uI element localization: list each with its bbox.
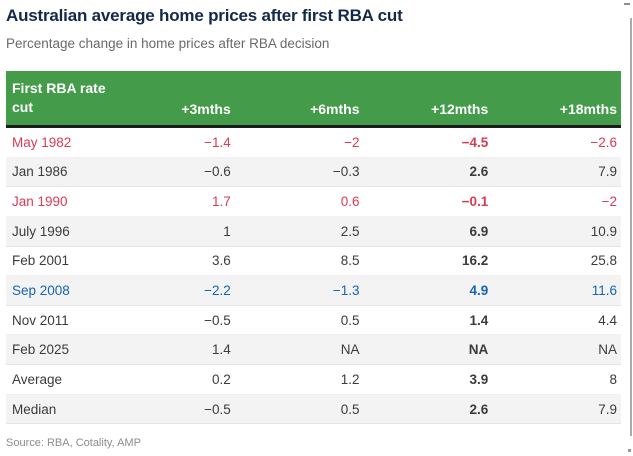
header-first-col: First RBA rate cut — [6, 71, 106, 125]
row-label: Nov 2011 — [12, 312, 69, 328]
table-row: May 1982 −1.4 −2 −4.5 −2.6 — [6, 128, 621, 158]
row-value-12mths: NA — [468, 342, 489, 358]
row-value-6mths: −0.3 — [332, 164, 360, 180]
row-value-18mths: 25.8 — [590, 253, 617, 269]
row-label: Average — [12, 371, 63, 387]
row-value-6mths: 0.6 — [340, 194, 360, 210]
row-value-12mths: 16.2 — [461, 253, 489, 269]
header-first-col-line2: cut — [12, 99, 33, 115]
row-value-12mths: −0.1 — [461, 194, 489, 210]
row-value-6mths: −2 — [344, 134, 360, 150]
row-value-12mths: 1.4 — [469, 312, 489, 328]
row-value-3mths: 1.7 — [211, 194, 231, 210]
table-row: Jan 1990 1.7 0.6 −0.1 −2 — [6, 187, 621, 217]
header-col-6mths: +6mths — [310, 101, 360, 117]
table-row: Average 0.2 1.2 3.9 8 — [6, 365, 621, 395]
row-value-18mths: NA — [598, 342, 617, 358]
table-row: Jan 1986 −0.6 −0.3 2.6 7.9 — [6, 157, 621, 188]
header-first-col-line1: First RBA rate — [12, 80, 106, 96]
page-title: Australian average home prices after fir… — [6, 6, 403, 25]
table-body: May 1982 −1.4 −2 −4.5 −2.6 Jan 1986 −0.6… — [6, 128, 621, 425]
scrollbar-top-dash — [624, 3, 630, 5]
row-value-3mths: 1.4 — [211, 342, 231, 358]
row-value-3mths: 3.6 — [211, 253, 231, 269]
table-row: Nov 2011 −0.5 0.5 1.4 4.4 — [6, 306, 621, 336]
row-label: July 1996 — [12, 223, 70, 239]
row-value-6mths: −1.3 — [332, 283, 360, 299]
table-row: Feb 2025 1.4 NA NA NA — [6, 335, 621, 366]
row-value-6mths: 1.2 — [340, 371, 360, 387]
header-col-12mths: +12mths — [431, 101, 489, 117]
vertical-scrollbar[interactable] — [630, 18, 632, 436]
row-value-3mths: 1 — [223, 223, 231, 239]
row-value-18mths: 11.6 — [591, 283, 617, 299]
row-value-18mths: 7.9 — [598, 164, 617, 180]
table-row: Median −0.5 0.5 2.6 7.9 — [6, 394, 621, 425]
header-col-18mths: +18mths — [559, 101, 617, 117]
row-label: Jan 1990 — [12, 194, 68, 210]
row-value-18mths: 10.9 — [590, 223, 617, 239]
row-value-18mths: −2 — [601, 194, 617, 210]
table-header-row: First RBA rate cut +3mths +6mths +12mths… — [6, 71, 621, 128]
row-label: Median — [12, 401, 57, 417]
row-value-18mths: −2.6 — [590, 134, 617, 150]
row-label: Jan 1986 — [12, 164, 68, 180]
home-prices-table: First RBA rate cut +3mths +6mths +12mths… — [6, 71, 621, 425]
row-value-12mths: 6.9 — [469, 223, 489, 239]
row-label: Feb 2025 — [12, 342, 70, 358]
row-value-12mths: 2.6 — [469, 401, 489, 417]
row-label: Sep 2008 — [12, 283, 70, 299]
table-row: July 1996 1 2.5 6.9 10.9 — [6, 216, 621, 247]
table-row: Feb 2001 3.6 8.5 16.2 25.8 — [6, 247, 621, 277]
table-row: Sep 2008 −2.2 −1.3 4.9 11.6 — [6, 276, 621, 306]
row-value-12mths: 4.9 — [469, 283, 489, 299]
scrollbar-bottom-dot — [628, 449, 631, 452]
row-value-6mths: 0.5 — [340, 401, 360, 417]
row-value-6mths: 0.5 — [340, 312, 360, 328]
row-value-6mths: 2.5 — [340, 223, 360, 239]
row-value-12mths: 3.9 — [469, 371, 489, 387]
row-value-3mths: 0.2 — [211, 371, 231, 387]
row-value-3mths: −0.5 — [204, 401, 231, 417]
row-value-12mths: 2.6 — [469, 164, 489, 180]
row-label: Feb 2001 — [12, 253, 70, 269]
row-value-6mths: NA — [340, 342, 360, 358]
page-subtitle: Percentage change in home prices after R… — [6, 36, 330, 51]
header-col-3mths: +3mths — [181, 101, 231, 117]
row-value-6mths: 8.5 — [340, 253, 360, 269]
row-value-3mths: −1.4 — [204, 134, 231, 150]
row-value-12mths: −4.5 — [461, 134, 489, 150]
row-value-3mths: −0.6 — [204, 164, 231, 180]
row-value-3mths: −2.2 — [204, 283, 231, 299]
row-value-18mths: 7.9 — [598, 401, 617, 417]
row-value-18mths: 8 — [609, 371, 617, 387]
row-label: May 1982 — [12, 134, 72, 150]
source-note: Source: RBA, Cotality, AMP — [6, 437, 141, 449]
row-value-3mths: −0.5 — [204, 312, 231, 328]
row-value-18mths: 4.4 — [598, 312, 617, 328]
